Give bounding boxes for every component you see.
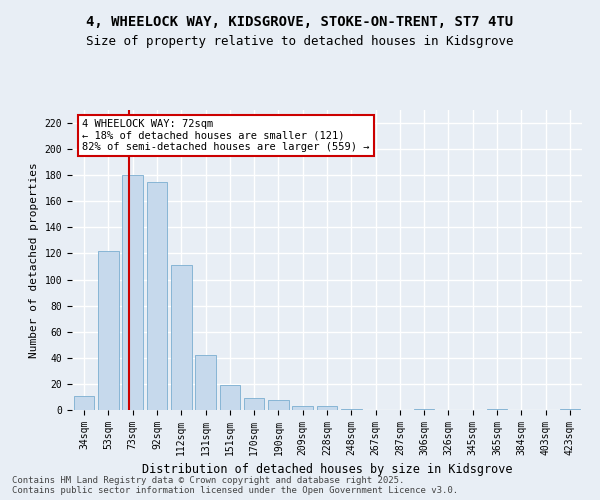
Bar <box>122 175 143 410</box>
Bar <box>414 408 434 410</box>
Text: Size of property relative to detached houses in Kidsgrove: Size of property relative to detached ho… <box>86 35 514 48</box>
X-axis label: Distribution of detached houses by size in Kidsgrove: Distribution of detached houses by size … <box>142 464 512 476</box>
Bar <box>341 408 362 410</box>
Text: 4, WHEELOCK WAY, KIDSGROVE, STOKE-ON-TRENT, ST7 4TU: 4, WHEELOCK WAY, KIDSGROVE, STOKE-ON-TRE… <box>86 15 514 29</box>
Bar <box>146 182 167 410</box>
Y-axis label: Number of detached properties: Number of detached properties <box>29 162 39 358</box>
Bar <box>268 400 289 410</box>
Bar <box>292 406 313 410</box>
Bar <box>487 408 508 410</box>
Bar <box>244 398 265 410</box>
Bar <box>560 408 580 410</box>
Bar <box>98 251 119 410</box>
Text: 4 WHEELOCK WAY: 72sqm
← 18% of detached houses are smaller (121)
82% of semi-det: 4 WHEELOCK WAY: 72sqm ← 18% of detached … <box>82 119 370 152</box>
Bar <box>317 406 337 410</box>
Bar <box>171 265 191 410</box>
Bar <box>74 396 94 410</box>
Bar <box>195 355 216 410</box>
Bar <box>220 385 240 410</box>
Text: Contains HM Land Registry data © Crown copyright and database right 2025.
Contai: Contains HM Land Registry data © Crown c… <box>12 476 458 495</box>
